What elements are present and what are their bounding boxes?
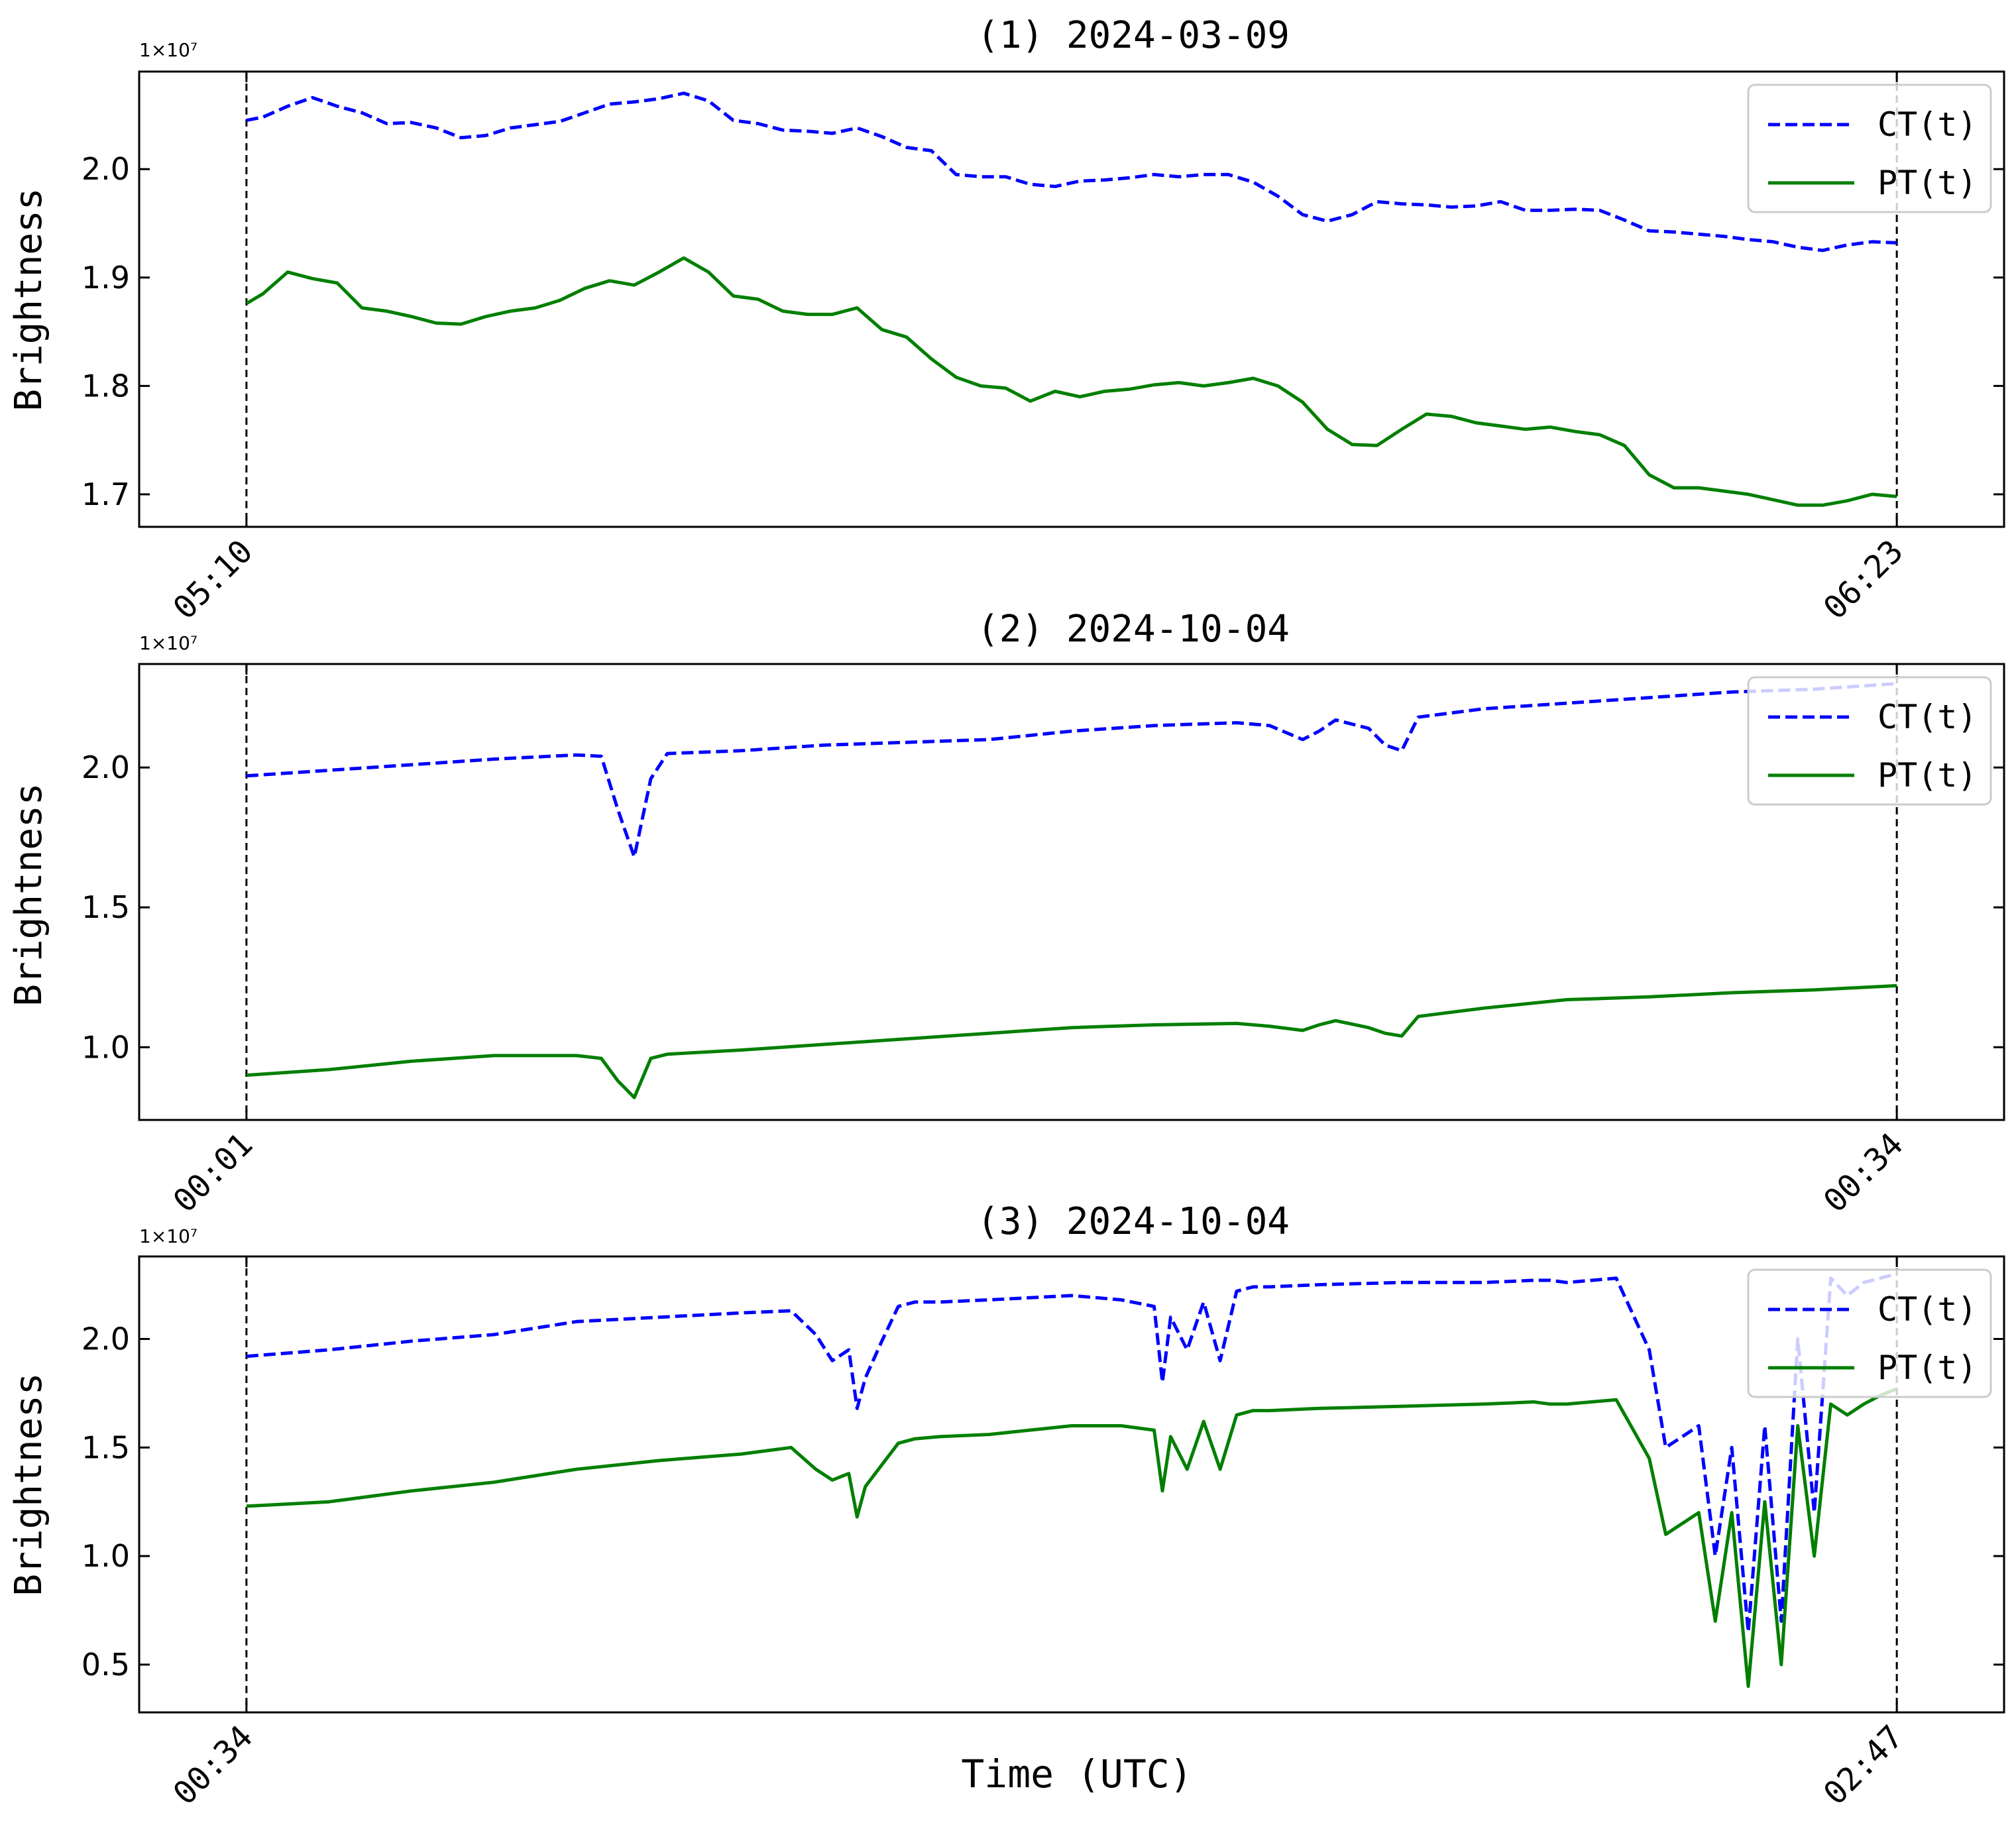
plot-frame — [138, 1255, 2005, 1714]
panel-2-ylabel: Brightness — [7, 783, 50, 1006]
legend-label: PT(t) — [1877, 164, 1978, 202]
plot-frame — [138, 663, 2005, 1121]
legend-box — [1747, 676, 1992, 806]
series-line-ptt — [246, 983, 1897, 1099]
x-axis-label: Time (UTC) — [961, 1751, 1192, 1797]
legend-box — [1747, 1268, 1992, 1398]
legend-label: PT(t) — [1877, 1349, 1978, 1387]
panel-1-title: (1) 2024-03-09 — [977, 14, 1290, 57]
legend-label: CT(t) — [1877, 105, 1978, 144]
y-tick-label: 1.5 — [82, 1429, 130, 1465]
y-tick-label: 0.5 — [82, 1647, 130, 1683]
series-line-ctt — [246, 91, 1897, 252]
plot-frame — [138, 70, 2005, 528]
panel-2-exponent-label: 1×10⁷ — [139, 632, 197, 654]
panel-1-exponent-label: 1×10⁷ — [139, 39, 197, 61]
series-group — [246, 1272, 1898, 1689]
series-line-ptt — [246, 1387, 1898, 1689]
series-line-ptt — [245, 256, 1897, 507]
y-tick-label: 2.0 — [82, 749, 130, 785]
panel-3-plot-area: 0.5 1.0 1.5 2.0 00:34 02:47 CT(t) PT(t) — [82, 1255, 2005, 1812]
y-tick-label: 1.5 — [82, 889, 130, 925]
y-tick-label: 1.8 — [82, 368, 130, 404]
panel-1-plot-area: 1.7 1.8 1.9 2.0 05:10 06:23 CT(t) PT(t) — [82, 70, 2005, 627]
panel-2-title: (2) 2024-10-04 — [977, 608, 1290, 651]
series-line-ctt — [246, 682, 1897, 859]
panel-3-title: (3) 2024-10-04 — [977, 1200, 1290, 1243]
x-tick-label: 05:10 — [166, 533, 260, 627]
panel-3-exponent-label: 1×10⁷ — [139, 1225, 197, 1247]
legend: CT(t) PT(t) — [1747, 1268, 1992, 1398]
legend: CT(t) PT(t) — [1747, 83, 1992, 213]
x-tick-label: 00:34 — [1817, 1126, 1911, 1220]
panel-3-ylabel: Brightness — [7, 1372, 50, 1596]
y-tick-label: 1.0 — [82, 1538, 130, 1574]
legend-box — [1747, 83, 1992, 213]
panel-3: (3) 2024-10-04 1×10⁷ Brightness 0.5 1.0 1.… — [7, 1200, 2005, 1812]
legend-label: PT(t) — [1877, 756, 1978, 795]
panel-2: (2) 2024-10-04 1×10⁷ Brightness 1.0 1.5 2.… — [7, 608, 2005, 1220]
series-line-ctt — [246, 1272, 1897, 1634]
y-tick-label: 2.0 — [82, 1321, 130, 1357]
panel-1-ylabel: Brightness — [7, 188, 50, 411]
x-tick-label: 06:23 — [1817, 533, 1911, 627]
x-tick-label: 00:34 — [166, 1718, 260, 1812]
panel-1: (1) 2024-03-09 1×10⁷ Brightness 1.71.81.… — [7, 14, 2005, 627]
panel-2-plot-area: 1.0 1.5 2.0 00:01 00:34 CT(t) PT(t) — [82, 663, 2005, 1220]
y-tick-label: 1.7 — [82, 476, 130, 512]
legend: CT(t) PT(t) — [1747, 676, 1992, 806]
legend-label: CT(t) — [1877, 698, 1978, 736]
y-tick-label: 2.0 — [82, 151, 130, 187]
legend-label: CT(t) — [1877, 1290, 1978, 1329]
series-group — [245, 91, 1897, 507]
y-tick-label: 1.0 — [82, 1029, 130, 1065]
x-tick-label: 00:01 — [166, 1126, 260, 1220]
x-tick-label: 02:47 — [1817, 1718, 1911, 1812]
series-group — [246, 682, 1897, 1099]
y-tick-label: 1.9 — [82, 260, 130, 296]
